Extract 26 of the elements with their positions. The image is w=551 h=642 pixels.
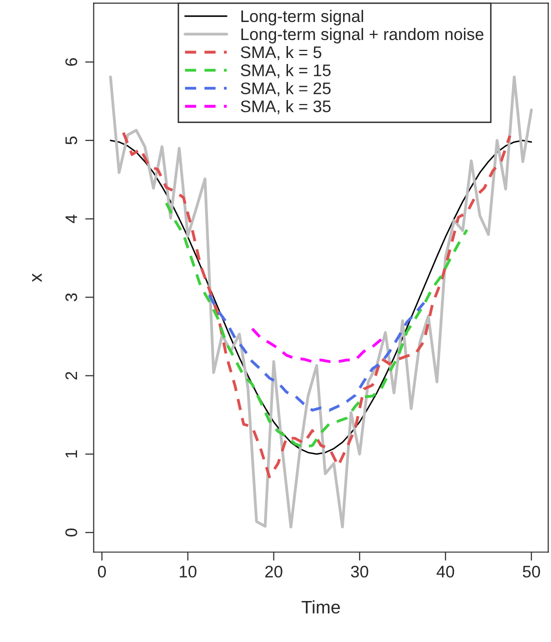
y-axis-title: x	[32, 273, 42, 282]
legend-label: Long-term signal + random noise	[241, 28, 484, 44]
line-series	[164, 202, 468, 448]
y-tick-label: 2	[65, 372, 78, 380]
x-axis-title: Time	[302, 600, 340, 614]
legend-label: Long-term signal	[241, 10, 364, 26]
legend-label: SMA, k = 35	[240, 100, 331, 114]
y-tick-label: 0	[65, 528, 78, 536]
x-tick-label: 0	[98, 566, 106, 578]
x-tick-label: 10	[180, 566, 196, 578]
y-tick-label: 3	[65, 293, 78, 302]
y-tick-label: 1	[66, 450, 78, 458]
x-tick-label: 40	[436, 566, 454, 578]
y-tick-label: 4	[66, 214, 78, 224]
legend-label: SMA, k = 25	[240, 82, 331, 96]
x-tick-label: 30	[350, 566, 368, 578]
x-tick-label: 50	[522, 566, 540, 578]
y-tick-label: 5	[66, 136, 78, 144]
line-series	[122, 131, 512, 478]
line-series	[250, 327, 382, 363]
line-series	[208, 294, 426, 412]
legend-label: SMA, k = 5	[240, 46, 322, 60]
legend-label: SMA, k = 15	[240, 64, 331, 78]
x-tick-label: 20	[265, 566, 282, 578]
y-tick-label: 6	[65, 58, 78, 66]
line-series	[110, 140, 532, 455]
